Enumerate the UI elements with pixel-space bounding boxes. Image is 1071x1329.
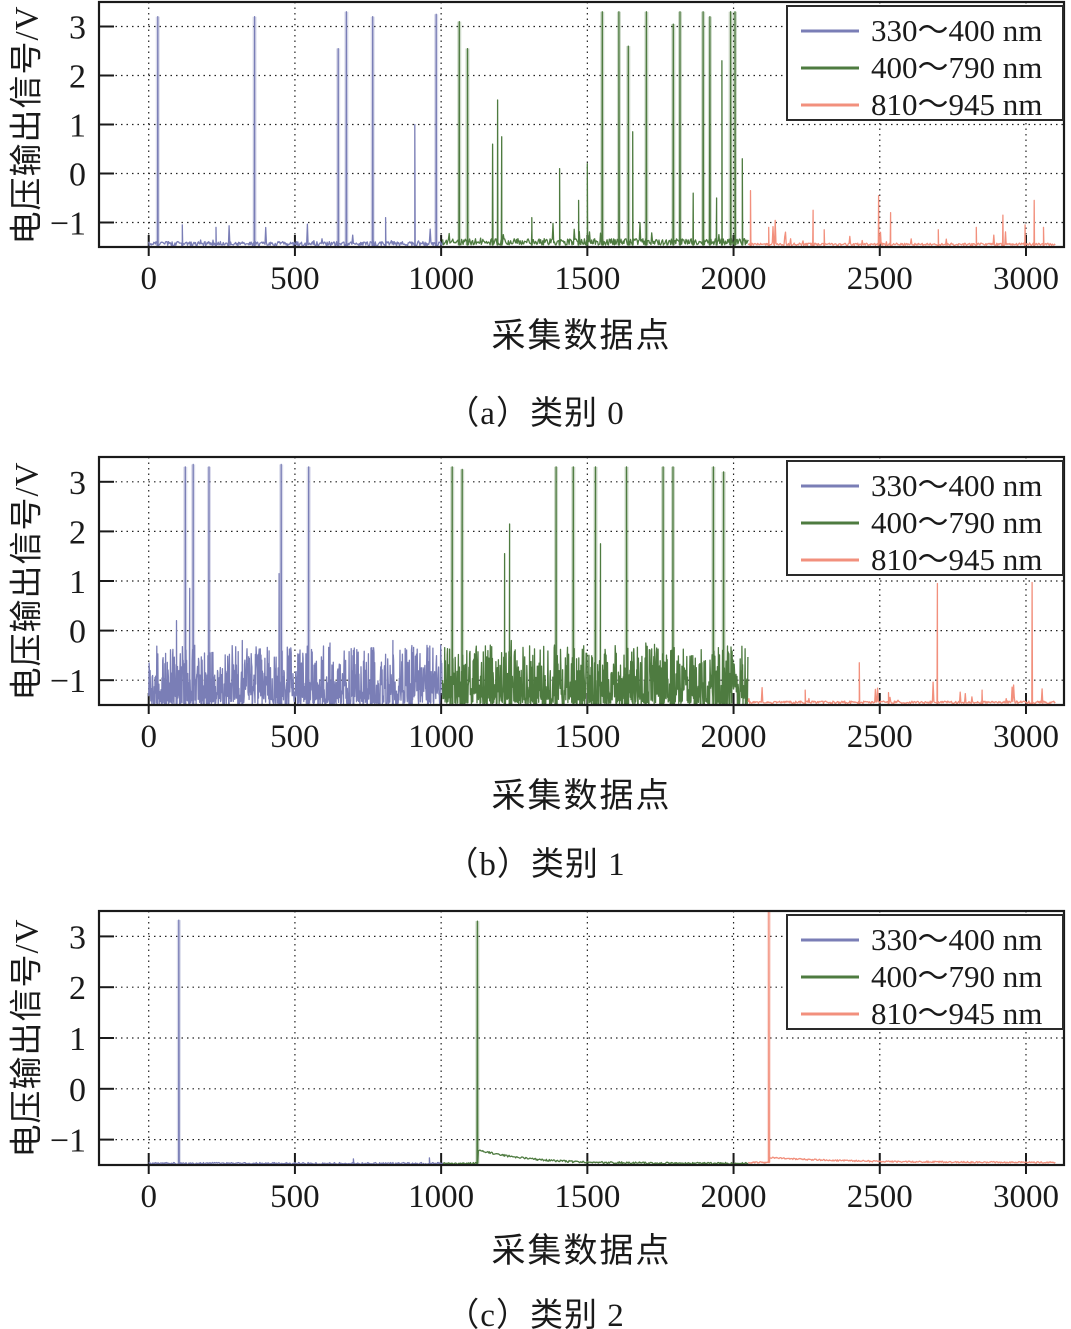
series-line-0 <box>148 919 444 1166</box>
x-tick-label: 3000 <box>993 261 1059 297</box>
x-tick-label: 2500 <box>847 719 913 755</box>
x-tick-label: 2000 <box>701 1179 767 1215</box>
series-line-0 <box>148 11 444 247</box>
x-tick-label: 2000 <box>701 719 767 755</box>
y-tick-label: 2 <box>69 59 86 96</box>
chart-c: 电压输出信号/V 0 500 1000 1500 2000 2500 3000 3 2 1 0 −1 3… <box>0 885 1071 1329</box>
legend-label: 400～790 nm <box>871 959 1042 994</box>
x-tick-label: 3000 <box>993 1179 1059 1215</box>
legend-label: 810～945 nm <box>871 996 1042 1031</box>
y-tick-label: 1 <box>69 1021 86 1058</box>
series-line-2 <box>747 190 1056 247</box>
y-tick-label: 1 <box>69 564 86 601</box>
x-tick-label: 0 <box>140 1179 157 1215</box>
series-line-2 <box>748 910 1056 1164</box>
x-tick-label: 1500 <box>554 1179 620 1215</box>
chart-c-caption: （c）类别 2 <box>446 1298 625 1329</box>
y-tick-label: 2 <box>69 514 86 551</box>
plot-border <box>97 909 1066 1167</box>
chart-b: 电压输出信号/V 0 500 1000 1500 2000 2500 3000 3 2 1 0 −1 3… <box>0 430 1071 885</box>
x-tick-label: 500 <box>270 719 320 755</box>
x-tick-label: 0 <box>140 719 157 755</box>
x-tick-label: 0 <box>140 261 157 297</box>
legend-label: 330～400 nm <box>871 922 1042 957</box>
series-line-0 <box>148 463 444 706</box>
x-tick-label: 1000 <box>408 719 474 755</box>
series-line-2 <box>747 581 1056 705</box>
chart-a-plot: 0 500 1000 1500 2000 2500 3000 3 2 1 0 −1 330～400 nm… <box>50 0 1066 297</box>
legend-label: 810～945 nm <box>871 542 1042 577</box>
y-tick-label: −1 <box>50 1123 86 1160</box>
y-tick-label: 0 <box>69 1072 86 1109</box>
x-axis-title: 采集数据点 <box>491 778 672 815</box>
x-tick-label: 500 <box>270 261 320 297</box>
y-tick-label: −1 <box>50 206 86 243</box>
series-line-1 <box>442 920 749 1166</box>
chart-c-plot: 0 500 1000 1500 2000 2500 3000 3 2 1 0 −1 330～400 nm… <box>50 909 1066 1215</box>
chart-a-caption: （a）类别 0 <box>446 396 625 432</box>
legend-label: 330～400 nm <box>871 468 1042 503</box>
y-tick-label: 0 <box>69 157 86 194</box>
x-tick-label: 2500 <box>847 1179 913 1215</box>
legend-label: 400～790 nm <box>871 505 1042 540</box>
plot-border <box>97 0 1066 249</box>
y-tick-label: 3 <box>69 10 86 47</box>
series-line-1 <box>441 466 749 706</box>
legend-label: 330～400 nm <box>871 13 1042 48</box>
series-line-1 <box>441 11 749 246</box>
x-tick-label: 1000 <box>408 261 474 297</box>
y-tick-label: 1 <box>69 108 86 145</box>
legend-label: 810～945 nm <box>871 87 1042 122</box>
y-tick-label: 3 <box>69 465 86 502</box>
y-tick-label: 3 <box>69 919 86 956</box>
y-tick-label: −1 <box>50 663 86 700</box>
chart-b-plot: 0 500 1000 1500 2000 2500 3000 3 2 1 0 −1 330～400 nm… <box>50 455 1066 755</box>
x-tick-label: 1500 <box>554 719 620 755</box>
x-tick-label: 500 <box>270 1179 320 1215</box>
legend-label: 400～790 nm <box>871 50 1042 85</box>
x-tick-label: 1000 <box>408 1179 474 1215</box>
plot-border <box>97 455 1066 707</box>
y-tick-label: 0 <box>69 614 86 651</box>
x-axis-title: 采集数据点 <box>491 318 672 355</box>
x-axis-title: 采集数据点 <box>491 1233 672 1270</box>
chart-a: 电压输出信号/V 0 500 1000 1500 2000 2500 3000 3 2 1 0 −1 3… <box>0 0 1071 432</box>
x-tick-label: 3000 <box>993 719 1059 755</box>
x-tick-label: 2000 <box>701 261 767 297</box>
chart-b-caption: （b）类别 1 <box>445 847 626 883</box>
x-tick-label: 2500 <box>847 261 913 297</box>
x-tick-label: 1500 <box>554 261 620 297</box>
y-tick-label: 2 <box>69 970 86 1007</box>
